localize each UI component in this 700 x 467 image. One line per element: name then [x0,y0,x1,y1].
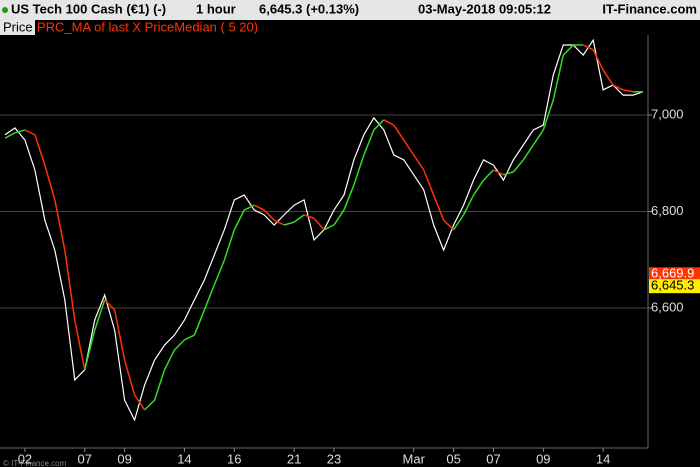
y-tick-label: 6,800 [651,203,684,218]
x-tick-label: 07 [486,451,500,466]
ma-segment [422,169,435,196]
ma-segment [93,299,106,331]
ma-segment [452,214,465,231]
ma-segment [104,299,116,311]
quote: 6,645.3 (+0.13%) [259,1,359,16]
price-marker-label: 6,645.3 [651,278,694,293]
ma-segment [253,204,265,211]
x-tick-label: 05 [446,451,460,466]
ma-segment [493,169,504,176]
ma-segment [153,369,166,401]
ma-segment [622,89,634,93]
x-tick-label: 16 [227,451,241,466]
ma-segment [602,69,614,86]
watermark: © IT-Finance.com [3,459,67,467]
ma-segment [303,214,315,219]
ma-segment [113,309,126,361]
ma-segment [413,154,425,171]
timeframe: 1 hour [196,1,236,16]
ma-segment [542,99,555,131]
legend-label: PRC_MA of last X PriceMedian ( 5 20) [37,19,258,34]
ma-segment [213,259,226,286]
ma-segment [503,171,514,176]
ma-segment [14,129,26,134]
ma-segment [353,154,365,186]
ma-segment [193,309,206,336]
ma-segment [313,217,325,231]
ma-segment [403,139,415,156]
ma-segment [522,144,534,161]
ma-segment [74,319,86,370]
ma-segment [393,124,405,141]
ma-segment [432,194,445,221]
ma-segment [462,194,475,216]
x-tick-label: 14 [596,451,610,466]
x-tick-label: 14 [177,451,191,466]
ma-segment [54,199,66,251]
y-tick-label: 6,600 [651,299,684,314]
x-tick-label: 07 [78,451,92,466]
ma-segment [443,219,455,231]
ma-segment [283,221,295,226]
ma-segment [293,214,305,223]
x-tick-label: 02 [18,451,32,466]
ma-segment [532,129,544,146]
ma-segment [24,129,36,136]
ma-segment [333,209,345,226]
ma-segment [582,44,594,51]
legend-price-box [0,20,35,35]
ma-segment [123,359,136,396]
ma-segment [84,330,96,370]
source: IT-Finance.com [602,1,697,16]
x-tick-label: 23 [327,451,341,466]
ma-segment [34,134,46,166]
x-tick-label: Mar [403,451,426,466]
ma-segment [373,119,385,131]
legend-label: Price [3,19,33,34]
ma-segment [163,349,176,371]
ma-segment [273,219,285,226]
timestamp: 03-May-2018 09:05:12 [418,1,551,16]
ma-segment [44,164,56,201]
ma-segment [263,209,275,221]
ma-segment [612,84,624,91]
ma-segment [512,159,524,173]
instrument: US Tech 100 Cash (€1) (-) [11,1,166,16]
ma-segment [144,399,156,411]
ma-segment [64,249,76,321]
ma-segment [363,129,375,156]
ma-segment [482,169,495,181]
ma-segment [383,119,395,126]
x-tick-label: 09 [536,451,550,466]
ma-segment [233,209,245,231]
status-dot [2,7,8,13]
ma-segment [133,394,146,411]
y-tick-label: 7,000 [651,106,684,121]
ma-segment [173,339,185,351]
price-marker [649,279,700,294]
ma-segment [323,224,335,231]
ma-segment [343,184,355,211]
price-marker [649,267,700,282]
ma-segment [472,179,485,196]
ma-segment [223,229,235,261]
header-bar [0,0,700,20]
ma-segment [562,44,574,56]
ma-segment [552,54,564,101]
ma-segment [243,204,255,211]
ma-segment [4,132,16,139]
ma-segment [592,49,604,71]
ma-segment [184,334,195,341]
ma-segment [203,284,216,311]
price-marker-label: 6,669.9 [651,266,694,281]
x-tick-label: 21 [287,451,301,466]
x-tick-label: 09 [117,451,131,466]
